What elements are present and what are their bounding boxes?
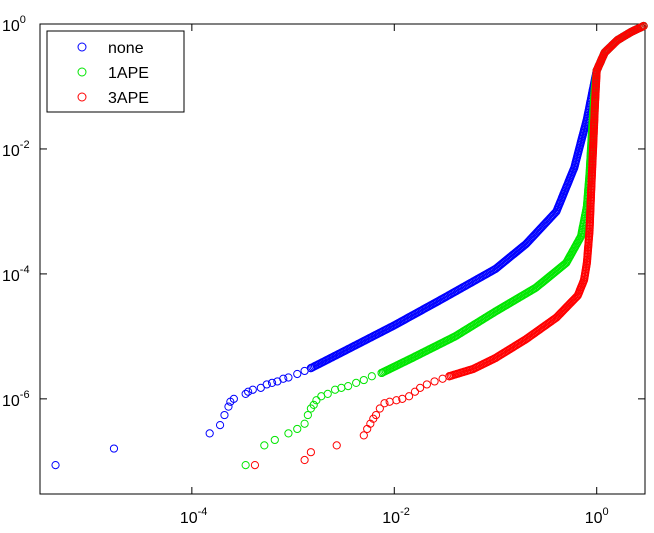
y-axis: 10-6 10-4 10-2 100 [2,14,645,410]
data-point [359,431,368,440]
data-point [306,448,315,457]
data-point [323,389,332,399]
data-point [404,392,414,401]
data-point [300,455,309,465]
x-tick-label: 10-2 [382,506,410,527]
data-point [250,461,260,470]
legend-label: 1APE [108,65,149,82]
data-point [300,419,309,428]
data-point [270,435,279,445]
data-point [284,429,293,438]
data-point [375,404,384,413]
data-point [205,429,214,438]
legend-marker [77,92,87,102]
data-point [248,385,257,394]
y-tick-label: 100 [2,14,26,35]
y-tick-label: 10-2 [2,139,30,160]
data-point [352,378,361,388]
data-point [367,372,376,381]
data-point [220,410,229,420]
data-point [359,375,368,385]
legend-box [46,30,185,113]
data-point [293,424,302,434]
data-point [392,396,401,405]
legend-item-none: none [77,40,144,57]
data-point [422,380,431,389]
x-axis: 10-4 10-2 100 [180,24,609,527]
data-point [241,389,250,399]
data-point [410,387,420,396]
data-point [344,382,353,391]
data-point [260,441,269,450]
x-tick-label: 100 [585,506,609,527]
data-point [267,378,277,388]
legend-label: 3APE [108,90,149,107]
data-point [241,461,250,470]
data-point [244,387,253,396]
legend: none 1APE 3APE [46,30,185,113]
data-point [312,396,321,405]
data-point [215,421,225,430]
data-point [639,21,648,31]
data-point [380,399,389,408]
data-point [279,374,288,383]
data-point [256,383,265,392]
legend-item-3APE: 3APE [77,90,149,107]
x-tick-label: 10-4 [180,506,208,527]
data-point [309,400,318,410]
data-point [224,402,233,411]
data-point [416,383,425,392]
legend-marker [77,42,87,52]
series-layer [51,21,648,470]
data-point [430,377,439,386]
data-point [51,461,60,470]
legend-marker [77,67,87,77]
legend-item-1APE: 1APE [77,65,149,82]
data-point [332,441,341,450]
data-point [371,410,381,420]
data-point [229,394,238,403]
data-point [262,380,271,389]
series-3APE [250,21,648,470]
data-point [303,410,312,420]
legend-label: none [108,40,144,57]
data-point [284,373,293,382]
data-point [293,369,302,379]
y-tick-label: 10-4 [2,264,30,285]
y-tick-label: 10-6 [2,389,30,410]
data-point [109,444,119,453]
